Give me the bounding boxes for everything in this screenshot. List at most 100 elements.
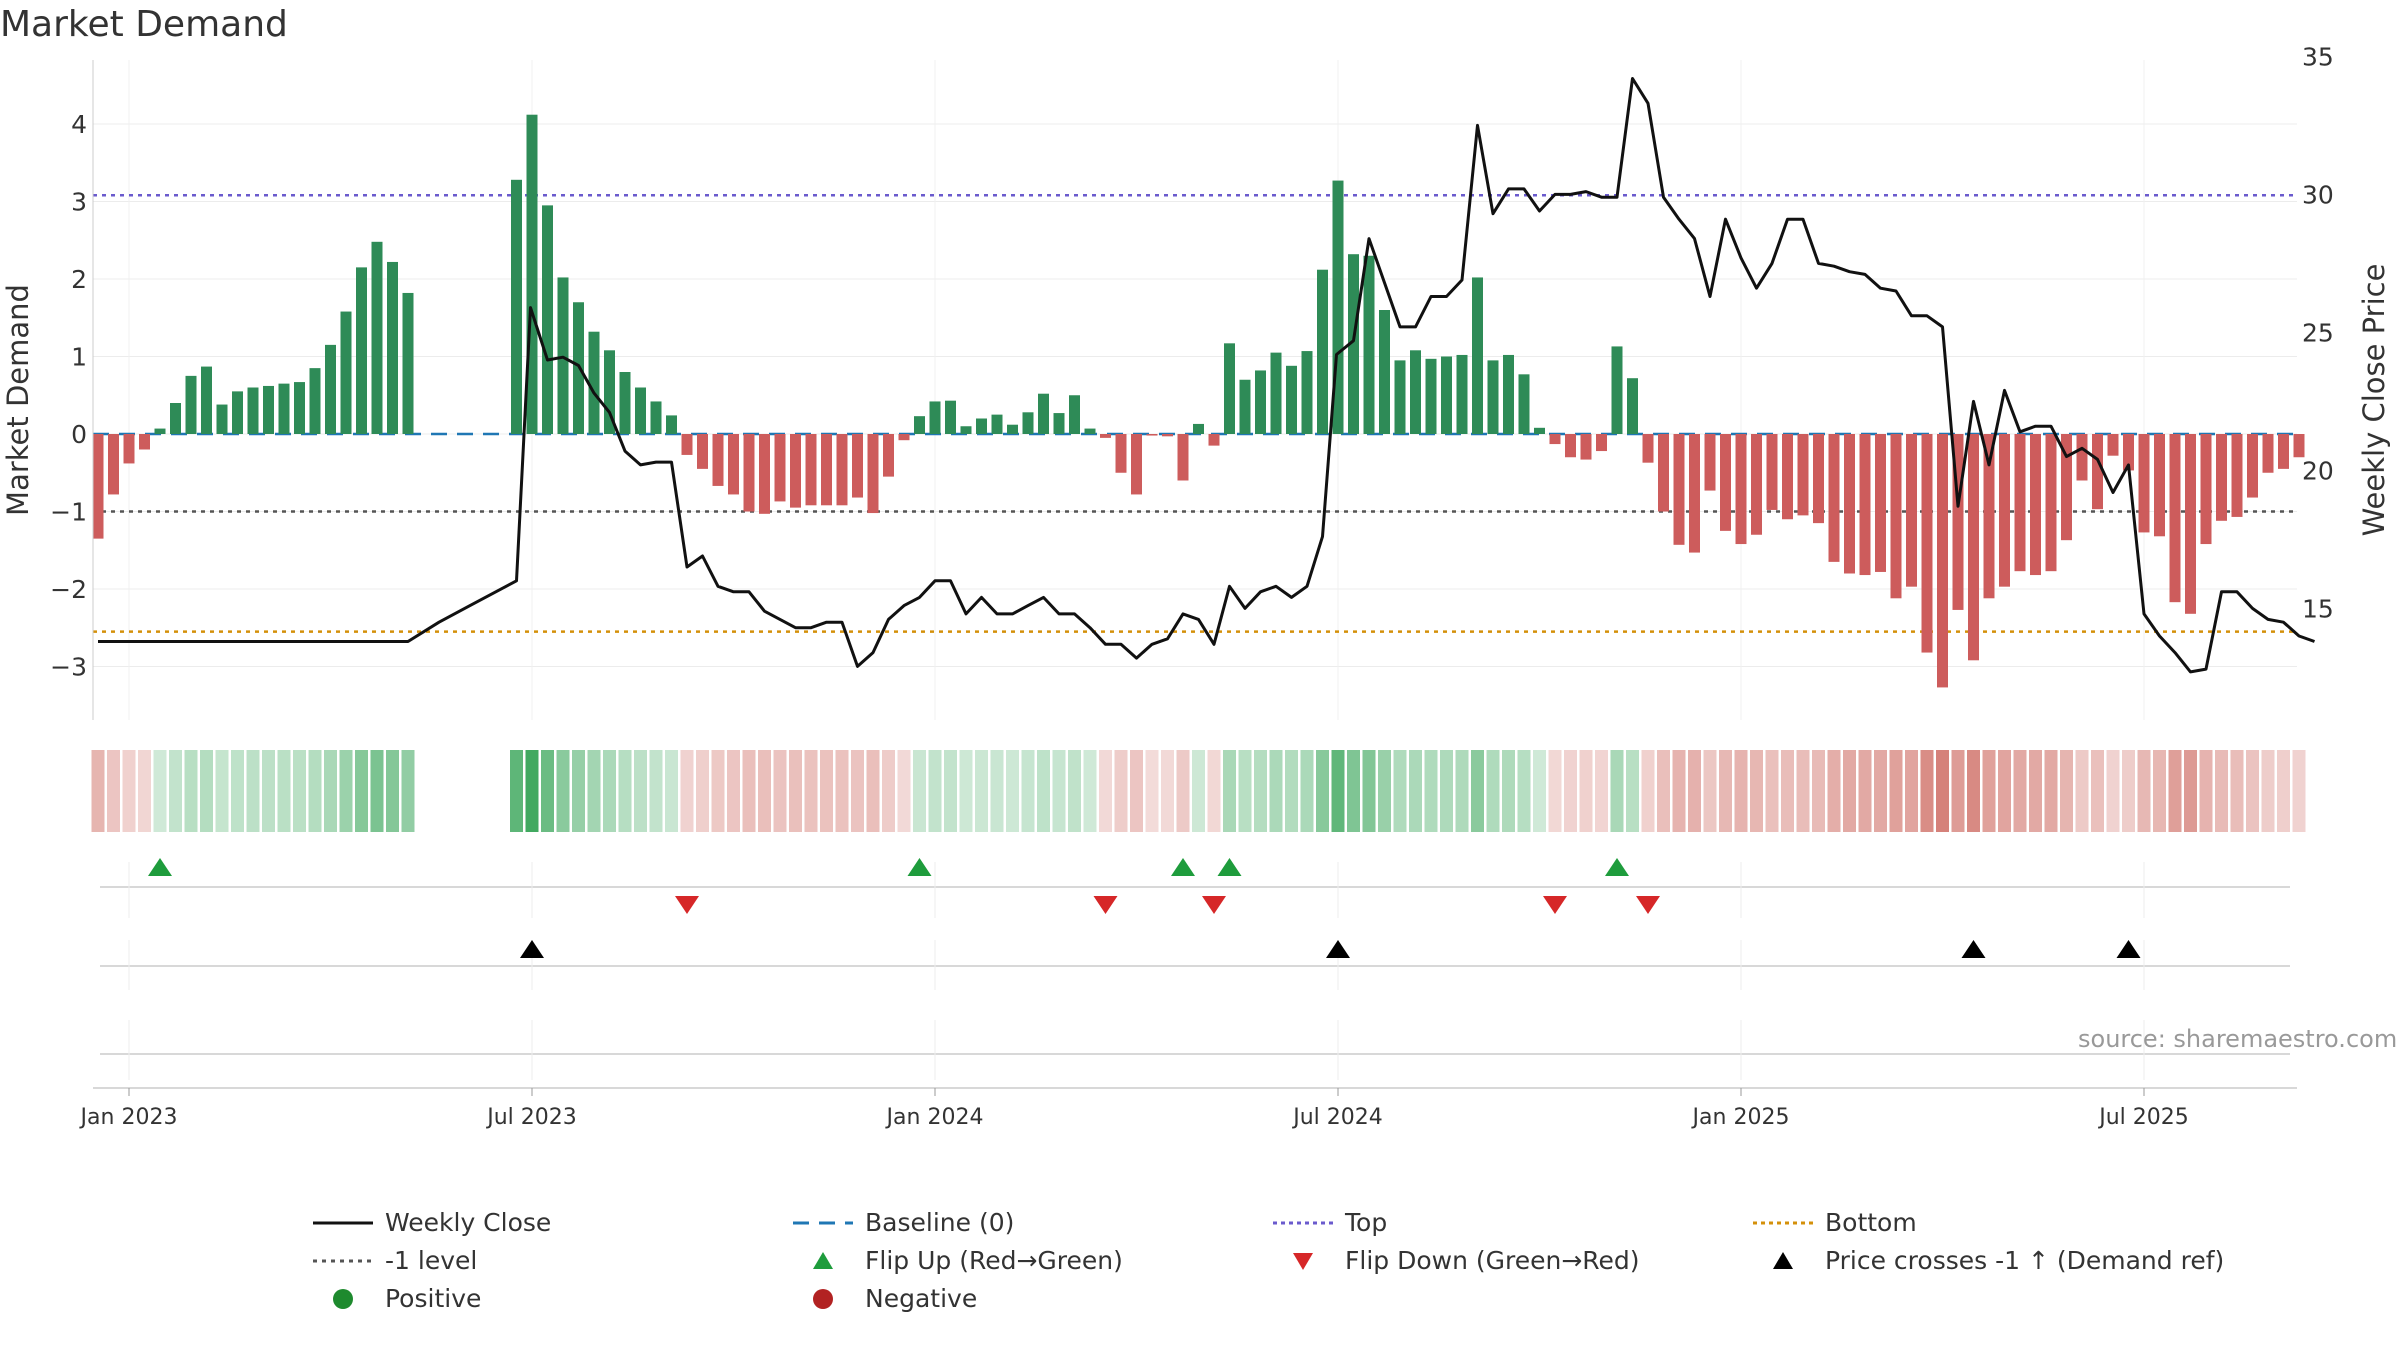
positive-demand-bar — [185, 375, 197, 434]
negative-demand-bar — [1890, 434, 1902, 599]
negative-demand-bar — [2278, 434, 2289, 469]
negative-demand-bar — [1658, 434, 1669, 512]
strip-cell-positive — [1347, 750, 1360, 832]
negative-demand-bar — [1162, 434, 1173, 437]
positive-demand-bar — [666, 415, 677, 434]
positive-demand-bar — [1627, 378, 1638, 434]
strip-cell-negative — [2075, 750, 2089, 832]
y-tick-label: −3 — [50, 653, 87, 682]
negative-demand-bar — [867, 434, 879, 514]
legend-label: -1 level — [385, 1246, 478, 1275]
strip-cell-negative — [1176, 750, 1190, 832]
strip-cell-negative — [1982, 750, 1996, 832]
negative-demand-bar — [1968, 434, 1979, 661]
strip-cell-positive — [308, 750, 322, 832]
strip-cell-positive — [665, 750, 678, 832]
strip-cell-positive — [1083, 750, 1097, 832]
strip-cell-positive — [153, 750, 167, 832]
negative-demand-bar — [1735, 434, 1747, 545]
demand-heat-strip — [91, 750, 2306, 832]
negative-demand-bar — [1751, 434, 1762, 535]
strip-cell-positive — [1285, 750, 1298, 832]
positive-demand-bar — [960, 426, 972, 434]
legend-label: Negative — [865, 1284, 978, 1313]
y2-tick-label: 20 — [2302, 456, 2334, 485]
strip-cell-negative — [1998, 750, 2011, 832]
strip-cell-negative — [1812, 750, 1825, 832]
strip-cell-positive — [959, 750, 973, 832]
positive-demand-bar — [542, 205, 553, 434]
y-tick-label: 4 — [71, 110, 87, 139]
positive-demand-bar — [1069, 395, 1080, 434]
y-tick-label: −2 — [50, 575, 87, 604]
demand-bars — [92, 114, 2305, 688]
strip-cell-negative — [107, 750, 120, 832]
strip-cell-negative — [1905, 750, 1918, 832]
legend-flip-down: Flip Down (Green→Red) — [1273, 1246, 1640, 1275]
price-cross-marker — [1326, 940, 1350, 958]
y2-tick-label: 35 — [2302, 42, 2334, 71]
strip-cell-positive — [1471, 750, 1484, 832]
negative-demand-bar — [1115, 434, 1127, 473]
strip-cell-positive — [1021, 750, 1035, 832]
strip-cell-positive — [1068, 750, 1081, 832]
strip-cell-positive — [355, 750, 368, 832]
positive-demand-bar — [1317, 269, 1328, 434]
strip-cell-positive — [603, 750, 616, 832]
legend-flip-up: Flip Up (Red→Green) — [793, 1246, 1123, 1275]
strip-cell-negative — [1920, 750, 1934, 832]
strip-cell-positive — [1254, 750, 1267, 832]
legend-label: Baseline (0) — [865, 1208, 1015, 1237]
positive-demand-bar — [263, 385, 274, 434]
positive-demand-bar — [325, 344, 336, 434]
strip-cell-positive — [556, 750, 570, 832]
negative-demand-bar — [1704, 434, 1716, 491]
weekly-close-series — [98, 77, 2316, 674]
negative-demand-bar — [852, 434, 863, 498]
positive-demand-bar — [387, 261, 398, 434]
strip-cell-negative — [1781, 750, 1794, 832]
positive-demand-bar — [1348, 254, 1359, 434]
strip-cell-positive — [1533, 750, 1546, 832]
positive-demand-bar — [526, 114, 538, 434]
strip-cell-negative — [2044, 750, 2058, 832]
legend-label: Positive — [385, 1284, 482, 1313]
flip-down-marker — [1636, 896, 1660, 914]
positive-demand-bar — [1038, 393, 1049, 434]
negative-demand-bar — [712, 434, 724, 486]
legend-label: Bottom — [1825, 1208, 1917, 1237]
y-tick-label: 0 — [71, 420, 87, 449]
strip-cell-positive — [1378, 750, 1391, 832]
chart-title: Market Demand — [0, 4, 288, 45]
positive-demand-bar — [1363, 255, 1375, 434]
flip-down-marker — [1093, 896, 1118, 914]
negative-demand-bar — [2107, 434, 2119, 456]
negative-demand-bar — [1580, 434, 1592, 460]
negative-demand-bar — [2169, 434, 2181, 603]
strip-cell-positive — [525, 750, 539, 832]
strip-cell-positive — [1238, 750, 1252, 832]
strip-cell-negative — [742, 750, 756, 832]
negative-demand-bar — [883, 434, 894, 477]
negative-demand-bar — [697, 434, 708, 469]
x-tick-label: Jan 2025 — [1691, 1105, 1790, 1130]
negative-demand-bar — [1146, 434, 1158, 436]
strip-cell-positive — [649, 750, 663, 832]
strip-cell-negative — [1207, 750, 1221, 832]
strip-cell-positive — [293, 750, 306, 832]
strip-cell-negative — [2292, 750, 2306, 832]
strip-cell-negative — [711, 750, 725, 832]
positive-demand-bar — [1472, 277, 1483, 434]
positive-demand-bar — [991, 414, 1003, 434]
positive-demand-bar — [588, 331, 600, 434]
positive-demand-bar — [914, 416, 925, 434]
strip-cell-negative — [1688, 750, 1701, 832]
positive-demand-bar — [154, 428, 166, 434]
positive-demand-bar — [309, 368, 321, 434]
negative-demand-bar — [805, 434, 817, 506]
legend-negative: Negative — [793, 1284, 977, 1313]
flip-down-marker — [1543, 896, 1567, 914]
strip-cell-negative — [866, 750, 880, 832]
strip-cell-positive — [587, 750, 601, 832]
negative-demand-bar — [1565, 434, 1576, 458]
